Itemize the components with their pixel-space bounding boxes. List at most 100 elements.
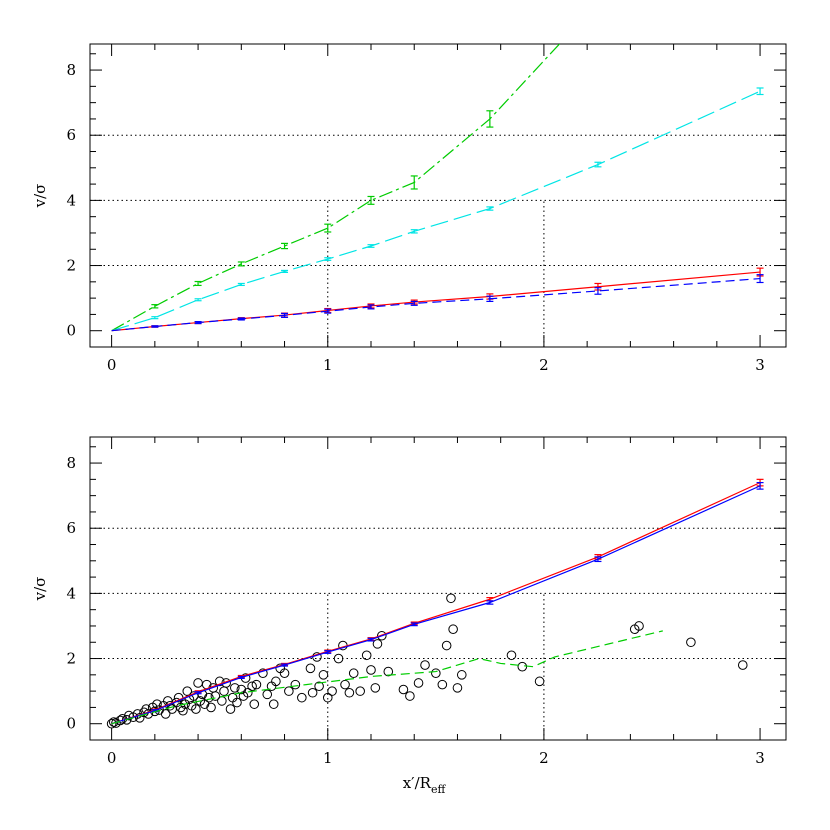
panel1-scatter-point-82 bbox=[372, 639, 383, 649]
panel1-scatter-point-31 bbox=[191, 704, 201, 714]
panel1-scatter-point-84 bbox=[383, 666, 394, 677]
panel1-scatter-point-94 bbox=[452, 683, 463, 693]
panel1-scatter-point-32 bbox=[193, 678, 203, 688]
panel1-xtick-label-0: 0 bbox=[107, 749, 117, 767]
panel1-ytick-label-3: 6 bbox=[66, 519, 76, 537]
panel0-series-3-errorbar-4 bbox=[281, 312, 289, 318]
panel1-series-line-0 bbox=[111, 482, 761, 725]
panel1-scatter-point-86 bbox=[405, 691, 415, 701]
panel0-ytick-label-4: 8 bbox=[66, 61, 76, 79]
panel0-series-1-errorbar-6 bbox=[367, 244, 375, 248]
panel1-scatter-point-98 bbox=[534, 676, 545, 687]
panel1-scatter-point-57 bbox=[262, 689, 273, 700]
panel1-scatter-point-40 bbox=[210, 691, 221, 701]
panel0-series-1-errorbar-8 bbox=[486, 206, 494, 211]
bottom-panel: 0 1 2 3 0 2 4 6 8 v/σ x′/Reff bbox=[31, 436, 787, 796]
panel1-scatter-point-102 bbox=[737, 660, 748, 670]
panel1-series-1-errorbar-9 bbox=[594, 556, 602, 563]
panel1-scatter-point-92 bbox=[446, 593, 456, 604]
panel1-ytick-label-1: 2 bbox=[66, 650, 76, 668]
panel1-xlabel: x′/Reff bbox=[403, 774, 447, 796]
panel1-series-1-errorbar-7 bbox=[410, 622, 418, 627]
panel1-ytick-label-2: 4 bbox=[66, 584, 76, 602]
panel1-scatter-point-100 bbox=[634, 621, 644, 631]
panel1-scatter-point-18 bbox=[160, 709, 171, 719]
panel1-series-1-errorbar-6 bbox=[367, 637, 375, 642]
panel1-scatter-point-81 bbox=[370, 683, 381, 693]
panel1-xlabel-main: x′/R bbox=[403, 774, 432, 792]
panel1-scatter-point-73 bbox=[333, 653, 344, 664]
panel1-scatter-point-76 bbox=[344, 687, 355, 698]
panel1-scatter-point-96 bbox=[506, 650, 517, 661]
panel0-series-0-errorbar-4 bbox=[281, 242, 289, 250]
panel0-series-3-errorbar-1 bbox=[151, 325, 159, 328]
panel1-ylabel: v/σ bbox=[31, 577, 49, 602]
panel0-series-3-errorbar-2 bbox=[194, 320, 202, 325]
panel0-series-0-errorbar-7 bbox=[410, 175, 418, 190]
panel1-scatter-point-70 bbox=[318, 670, 329, 680]
panel1-frame bbox=[89, 436, 787, 741]
panel1-scatter-point-72 bbox=[327, 686, 337, 696]
panel1-scatter-point-85 bbox=[398, 684, 409, 695]
panel1-scatter-point-59 bbox=[268, 699, 279, 709]
panel0-xtick-label-0: 0 bbox=[107, 356, 117, 374]
panel1-xtick-label-3: 3 bbox=[755, 749, 765, 767]
panel0-xtick-label-2: 2 bbox=[539, 356, 549, 374]
panel1-scatter-point-101 bbox=[686, 637, 696, 648]
panel0-series-3-errorbar-3 bbox=[237, 317, 245, 321]
panel1-scatter-point-43 bbox=[219, 686, 229, 696]
panel0-frame bbox=[89, 43, 787, 348]
panel1-scatter-point-25 bbox=[178, 705, 188, 716]
panel0-ylabel: v/σ bbox=[31, 184, 49, 209]
panel1-scatter-point-53 bbox=[247, 681, 257, 692]
panel1-scatter-point-63 bbox=[284, 686, 294, 696]
panel0-series-1-errorbar-7 bbox=[410, 229, 418, 234]
panel1-series-1-errorbar-4 bbox=[281, 663, 289, 667]
panel1-ytick-label-0: 0 bbox=[66, 715, 76, 733]
panel0-series-0-errorbar-3 bbox=[237, 261, 245, 267]
panel0-series-0-errorbar-5 bbox=[324, 223, 332, 233]
panel1-scatter-point-3 bbox=[115, 715, 126, 726]
panel1-scatter-point-47 bbox=[230, 683, 240, 693]
panel0-series-1-errorbar-2 bbox=[194, 298, 202, 302]
top-panel: 0 1 2 3 0 2 4 6 8 v/σ bbox=[31, 43, 787, 374]
panel0-series-3-errorbar-10 bbox=[756, 274, 764, 284]
panel0-plot-area bbox=[111, 44, 764, 332]
panel1-scatter-point-83 bbox=[377, 630, 387, 641]
panel0-series-line-0 bbox=[111, 44, 561, 332]
panel0-series-3-errorbar-9 bbox=[594, 287, 602, 295]
panel1-scatter-point-35 bbox=[199, 699, 210, 709]
panel1-plot-area bbox=[106, 478, 764, 729]
panel1-scatter-point-88 bbox=[420, 660, 430, 670]
panel1-scatter-point-38 bbox=[206, 702, 216, 713]
panel0-series-0-errorbar-1 bbox=[151, 304, 159, 309]
panel0-series-0-errorbar-8 bbox=[486, 110, 494, 128]
panel0-series-line-2 bbox=[111, 271, 761, 332]
panel1-scatter-point-55 bbox=[251, 679, 262, 690]
panel0-series-0-errorbar-2 bbox=[194, 280, 202, 287]
panel0-ytick-label-1: 2 bbox=[66, 257, 76, 275]
panel1-scatter-point-67 bbox=[307, 687, 318, 698]
panel1-series-1-errorbar-5 bbox=[324, 650, 332, 654]
panel1-scatter-point-78 bbox=[355, 686, 365, 696]
panel0-series-3-errorbar-6 bbox=[367, 304, 375, 310]
panel0-series-1-errorbar-1 bbox=[151, 316, 159, 320]
panel1-scatter-point-80 bbox=[366, 665, 376, 675]
panel1-series-1-errorbar-8 bbox=[486, 600, 494, 605]
panel0-series-0-errorbar-6 bbox=[367, 195, 375, 205]
panel1-xtick-label-2: 2 bbox=[539, 749, 549, 767]
panel1-scatter-point-60 bbox=[271, 676, 281, 687]
panel1-series-line-2 bbox=[111, 630, 663, 725]
panel1-scatter-point-37 bbox=[204, 692, 214, 703]
panel1-series-1-errorbar-2 bbox=[194, 691, 202, 695]
panel1-scatter-point-64 bbox=[290, 679, 301, 690]
panel0-ytick-label-3: 6 bbox=[66, 126, 76, 144]
panel0-series-1-errorbar-9 bbox=[594, 161, 602, 168]
panel1-scatter-point-48 bbox=[232, 697, 242, 708]
panel1-scatter-point-77 bbox=[348, 668, 359, 679]
panel0-series-1-errorbar-3 bbox=[237, 282, 245, 287]
panel0-series-line-1 bbox=[111, 90, 761, 332]
panel1-scatter-point-0 bbox=[106, 718, 117, 729]
panel0-series-1-errorbar-10 bbox=[756, 87, 764, 96]
